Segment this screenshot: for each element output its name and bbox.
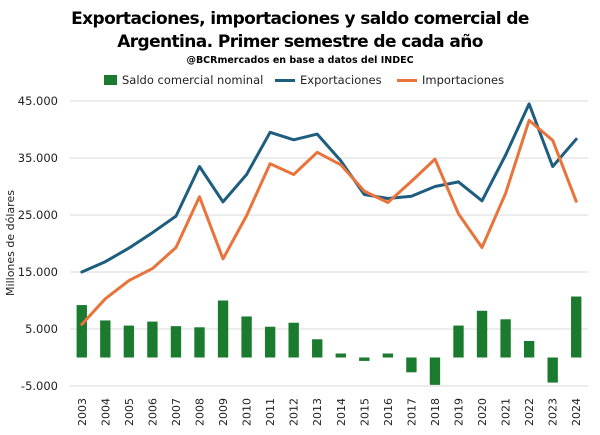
- bar-saldo-2020: [476, 310, 488, 358]
- x-tick-label: 2011: [264, 398, 277, 426]
- x-tick-label: 2006: [146, 398, 159, 426]
- x-tick-label: 2003: [76, 398, 89, 426]
- x-tick-label: 2008: [194, 398, 207, 426]
- x-tick-label: 2009: [217, 398, 230, 426]
- line-exportaciones: [80, 102, 578, 274]
- bar-saldo-2023: [547, 357, 558, 383]
- bar-saldo-2008: [194, 327, 205, 358]
- bar-saldo-2003: [76, 305, 87, 358]
- legend-item-exportaciones: Exportaciones: [275, 73, 382, 87]
- x-tick-label: 2007: [170, 398, 183, 426]
- bar-saldo-2005: [123, 325, 135, 358]
- legend-label-exportaciones: Exportaciones: [300, 73, 382, 87]
- bar-saldo-2013: [312, 339, 323, 358]
- bar-saldo-2019: [453, 325, 464, 358]
- x-tick-label: 2020: [476, 398, 489, 426]
- y-axis-ticks: -5.000 5.000 15.000 25.000 35.000 45.000: [18, 94, 58, 393]
- lines: [80, 102, 578, 326]
- chart-title-line2: Argentina. Primer semestre de cada año: [117, 32, 483, 52]
- legend-swatch-saldo: [104, 75, 117, 85]
- x-tick-label: 2014: [335, 398, 348, 426]
- y-tick-label: 35.000: [18, 151, 58, 165]
- x-axis-ticks: 2003 2004 2005 2006 2007 2008 2009 2010 2011 2012…: [76, 398, 583, 426]
- chart-subtitle: @BCRmercados en base a datos del INDEC: [186, 55, 414, 66]
- bar-saldo-2021: [500, 319, 511, 358]
- legend-item-importaciones: Importaciones: [397, 73, 504, 87]
- x-tick-label: 2019: [453, 398, 466, 426]
- x-tick-label: 2012: [288, 398, 301, 426]
- chart-legend: Saldo comercial nominal Exportaciones Im…: [0, 73, 600, 89]
- line-importaciones: [80, 118, 578, 326]
- x-tick-label: 2017: [405, 398, 418, 426]
- y-tick-label: 25.000: [18, 208, 58, 222]
- bar-saldo-2007: [170, 326, 182, 358]
- x-tick-label: 2016: [382, 398, 395, 426]
- bar-saldo-2004: [100, 320, 111, 358]
- x-tick-label: 2013: [311, 398, 324, 426]
- y-tick-label: 5.000: [25, 322, 58, 336]
- gridlines: [70, 100, 588, 387]
- bar-saldo-2006: [147, 321, 158, 358]
- bar-saldo-2010: [241, 316, 252, 358]
- bar-saldo-2018: [429, 357, 441, 385]
- bar-saldo-2022: [523, 340, 535, 358]
- bar-saldo-2024: [571, 296, 582, 358]
- x-tick-label: 2010: [241, 398, 254, 426]
- y-tick-label: 15.000: [18, 265, 58, 279]
- legend-item-saldo: Saldo comercial nominal: [104, 73, 263, 87]
- bar-saldo-2009: [217, 300, 229, 358]
- y-axis-label: Millones de dólares: [4, 190, 17, 296]
- legend-label-importaciones: Importaciones: [422, 73, 505, 87]
- y-tick-label: -5.000: [21, 379, 58, 393]
- x-tick-label: 2005: [123, 398, 136, 426]
- legend-swatch-importaciones: [397, 78, 417, 82]
- x-tick-label: 2021: [500, 398, 513, 426]
- x-tick-label: 2004: [99, 398, 112, 426]
- bar-saldo-2011: [264, 326, 276, 358]
- legend-label-saldo: Saldo comercial nominal: [122, 73, 264, 87]
- bar-saldo-2012: [288, 322, 299, 358]
- y-tick-label: 45.000: [18, 94, 58, 108]
- bar-saldo-2014: [335, 353, 346, 358]
- legend-swatch-exportaciones: [275, 78, 295, 82]
- bar-saldo-2015: [359, 357, 370, 361]
- x-tick-label: 2023: [547, 398, 560, 426]
- bar-saldo-2017: [406, 357, 417, 373]
- chart-title-line1: Exportaciones, importaciones y saldo com…: [71, 9, 529, 29]
- x-tick-label: 2024: [570, 398, 583, 426]
- bars-saldo: [76, 296, 582, 385]
- x-tick-label: 2022: [523, 398, 536, 426]
- x-tick-label: 2015: [358, 398, 371, 426]
- x-tick-label: 2018: [429, 398, 442, 426]
- bar-saldo-2016: [382, 353, 394, 358]
